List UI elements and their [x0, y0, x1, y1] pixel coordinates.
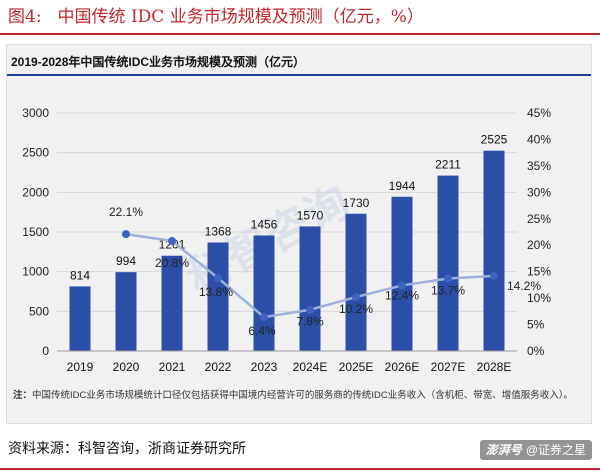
- bar-value-label: 1456: [251, 217, 278, 231]
- bar-value-label: 2211: [435, 158, 461, 172]
- growth-label: 20.8%: [155, 256, 189, 270]
- corner-watermark: 澎湃号 @证券之星: [479, 440, 592, 460]
- chart-note: 注：中国传统IDC业务市场规模统计口径仅包括获得中国境内经营许可的服务商的传统I…: [13, 389, 585, 402]
- y-right-tick-label: 30%: [527, 185, 551, 199]
- y-left-tick-label: 2500: [22, 146, 49, 160]
- y-right-tick-label: 45%: [527, 106, 551, 120]
- x-tick-label: 2022: [205, 360, 232, 374]
- x-tick-label: 2019: [67, 360, 94, 374]
- y-left-tick-label: 1500: [22, 225, 49, 239]
- growth-point: [444, 274, 452, 283]
- figure-number: 图4:: [8, 7, 42, 27]
- growth-point: [260, 313, 268, 322]
- y-left-tick-label: 1000: [22, 265, 49, 279]
- x-tick-label: 2023: [251, 360, 278, 374]
- chart-panel: 2019-2028年中国传统IDC业务市场规模及预测（亿元） 0 500 1000 1…: [6, 44, 592, 424]
- y-right-tick-label: 0%: [527, 344, 545, 358]
- growth-point: [122, 230, 130, 239]
- corner-watermark-brand: 澎湃号: [485, 443, 522, 457]
- y-left-tick-label: 500: [29, 304, 49, 318]
- growth-label: 10.2%: [339, 302, 373, 316]
- x-tick-label: 2026E: [385, 360, 420, 374]
- growth-label: 6.4%: [248, 324, 276, 338]
- bar: [69, 286, 91, 351]
- x-tick-label: 2021: [159, 360, 186, 374]
- bar: [161, 255, 183, 351]
- growth-point: [214, 274, 222, 283]
- y-right-tick-label: 25%: [527, 212, 551, 226]
- y-right-tick-label: 40%: [527, 132, 551, 146]
- chart-note-text: 中国传统IDC业务市场规模统计口径仅包括获得中国境内经营许可的服务商的传统IDC…: [32, 390, 573, 401]
- bar: [345, 213, 367, 351]
- y-left-tick-label: 0: [42, 344, 49, 358]
- y-right-tick-label: 35%: [527, 159, 551, 173]
- bar-value-label: 1730: [343, 196, 370, 210]
- growth-point: [398, 281, 406, 290]
- bar-value-label: 2525: [481, 133, 508, 147]
- y-left-tick-label: 3000: [22, 106, 49, 120]
- source-line: 资料来源：科智咨询，浙商证券研究所: [8, 441, 246, 457]
- y-left-tick-label: 2000: [22, 185, 49, 199]
- bar-value-label: 814: [70, 268, 90, 282]
- bar: [391, 196, 413, 351]
- chart-svg: 0 500 1000 1500 2000 2500 3000 0% 5% 10% 15% 20% 25%…: [22, 106, 551, 374]
- growth-point: [490, 271, 498, 280]
- growth-label: 13.7%: [431, 284, 465, 298]
- x-tick-label: 2025E: [339, 360, 374, 374]
- bar: [207, 242, 229, 351]
- growth-label: 22.1%: [109, 205, 143, 219]
- corner-watermark-text: @证券之星: [525, 443, 586, 457]
- figure-title: 图4: 中国传统 IDC 业务市场规模及预测（亿元，%）: [8, 4, 592, 30]
- x-tick-label: 2028E: [477, 360, 512, 374]
- y-right-tick-label: 10%: [527, 291, 551, 305]
- y-right-tick-label: 5%: [527, 318, 545, 332]
- chart-note-label: 注：: [13, 390, 33, 401]
- bar: [299, 226, 321, 351]
- bar: [253, 235, 275, 351]
- bar-value-label: 1368: [205, 224, 232, 238]
- growth-point: [168, 236, 176, 245]
- x-tick-label: 2027E: [431, 360, 466, 374]
- y-right-tick-label: 20%: [527, 238, 551, 252]
- growth-label: 14.2%: [507, 279, 541, 293]
- bar: [483, 150, 505, 351]
- bar: [437, 175, 459, 351]
- growth-label: 7.8%: [296, 315, 324, 329]
- chart-title-divider: [7, 74, 591, 76]
- bar: [115, 272, 137, 351]
- x-tick-label: 2024E: [293, 360, 328, 374]
- growth-point: [306, 305, 314, 314]
- y-right-tick-label: 15%: [527, 265, 551, 279]
- x-tick-label: 2020: [113, 360, 140, 374]
- bottom-divider: [0, 468, 600, 470]
- growth-label: 13.8%: [199, 285, 233, 299]
- figure-title-text: 中国传统 IDC 业务市场规模及预测（亿元，%）: [57, 7, 424, 27]
- growth-point: [352, 293, 360, 302]
- chart-title: 2019-2028年中国传统IDC业务市场规模及预测（亿元）: [11, 55, 306, 69]
- top-divider: [0, 33, 600, 35]
- bar-value-label: 1570: [297, 208, 324, 222]
- bar-value-label: 1944: [389, 179, 416, 193]
- bar-value-label: 994: [116, 254, 136, 268]
- growth-label: 12.4%: [385, 288, 419, 302]
